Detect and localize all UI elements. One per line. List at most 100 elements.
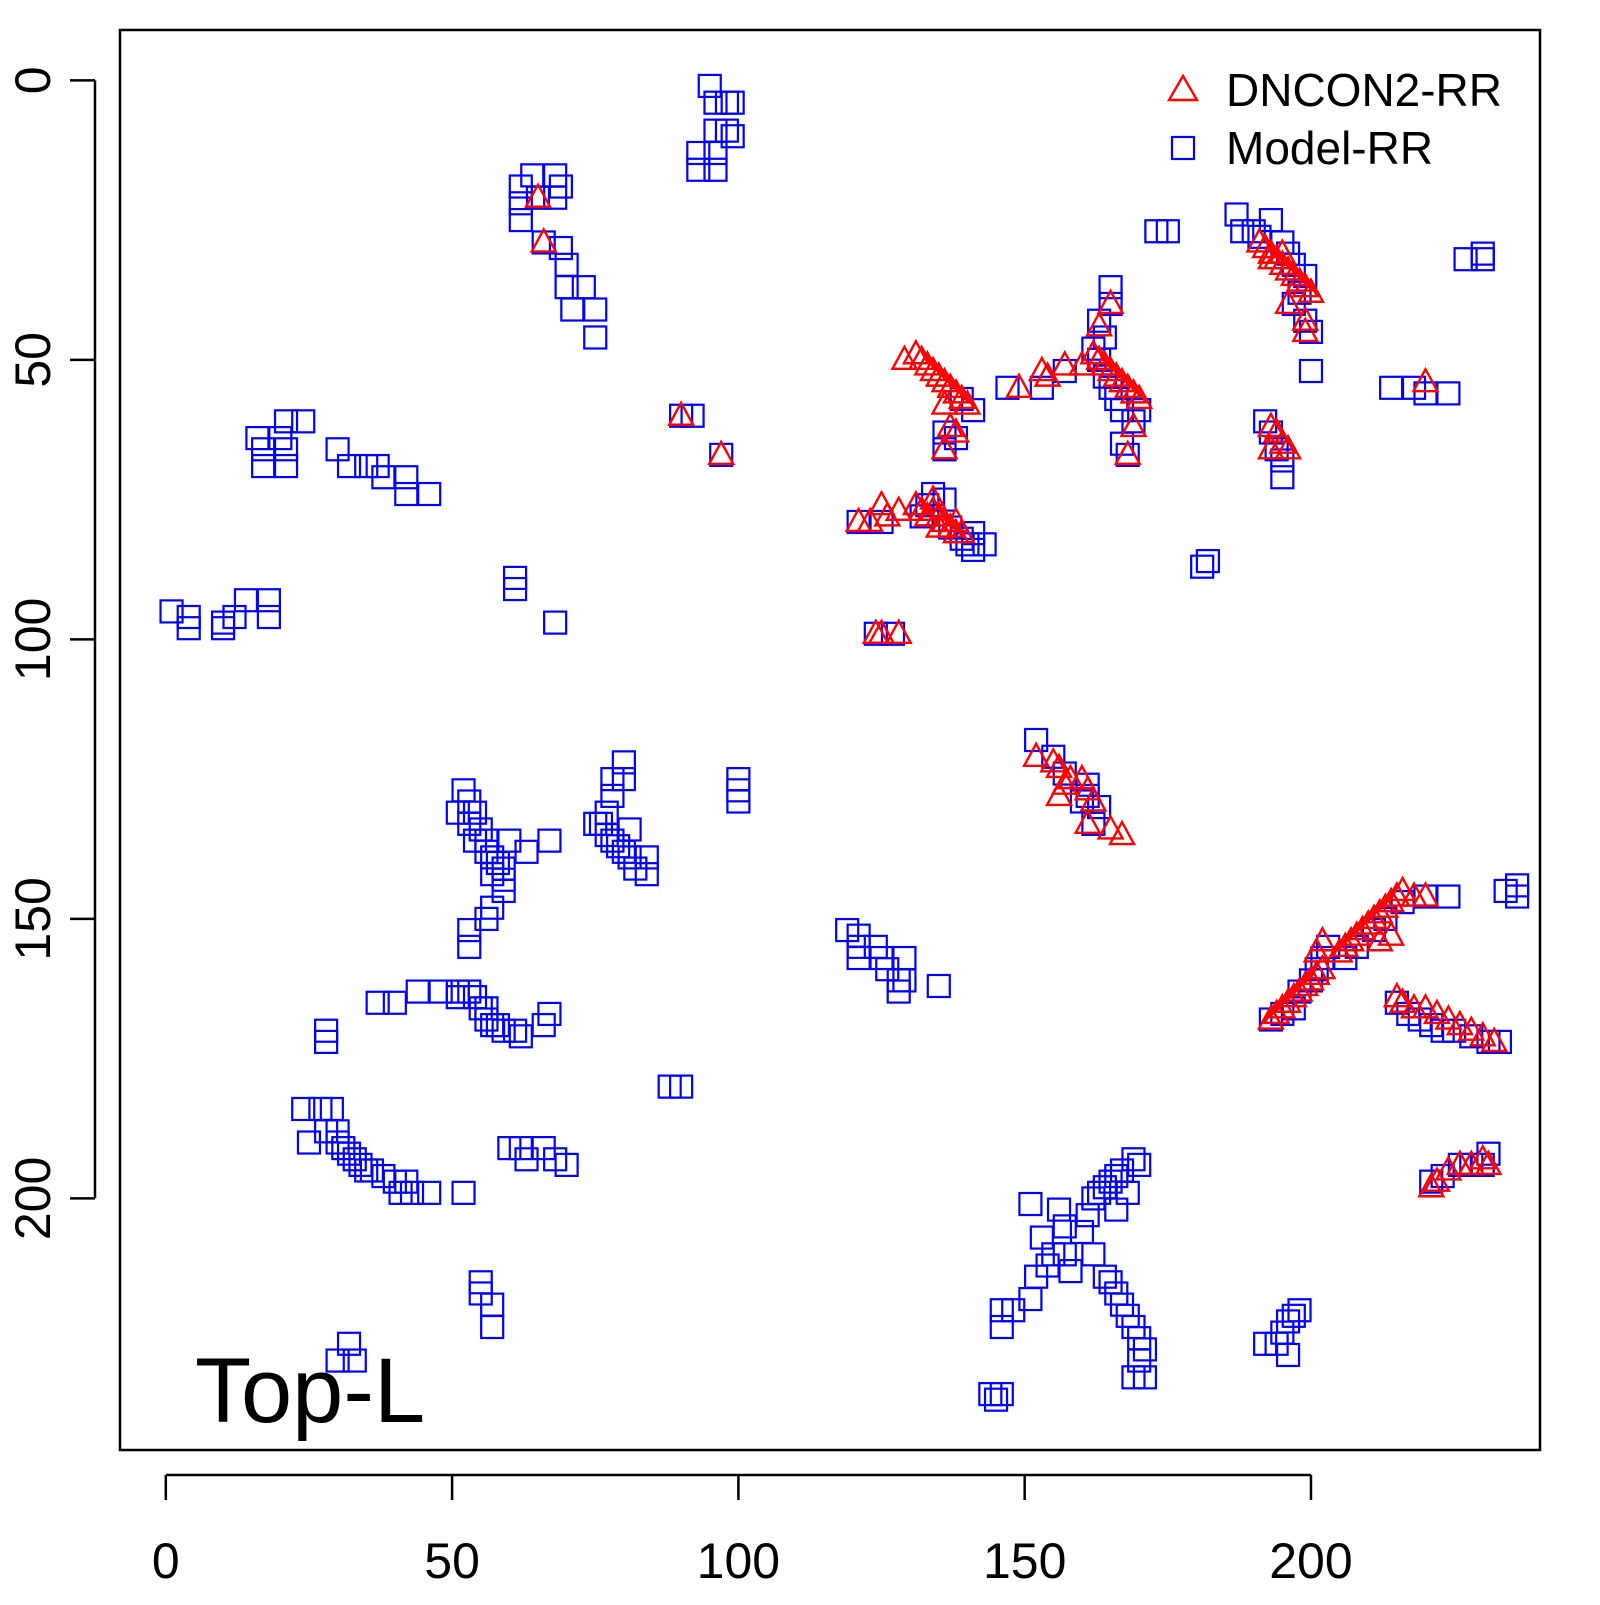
- data-point-square: [989, 1381, 1014, 1407]
- data-point-square: [669, 1074, 694, 1099]
- data-point-square: [1127, 1152, 1152, 1177]
- data-point-square: [1127, 1348, 1152, 1373]
- data-point-triangle: [1279, 260, 1308, 287]
- data-point-square: [703, 157, 728, 182]
- data-point-triangle: [919, 355, 948, 382]
- data-point-square: [1052, 1242, 1077, 1267]
- data-point-square: [1018, 1191, 1043, 1217]
- data-point-triangle: [930, 433, 959, 460]
- data-point-triangle: [1457, 1149, 1486, 1176]
- data-point-square: [1453, 247, 1478, 272]
- data-point-triangle: [924, 500, 953, 527]
- data-point-square: [480, 1314, 505, 1340]
- series-dncon2-rr: [523, 182, 1509, 1198]
- data-point-square: [1270, 465, 1295, 490]
- data-point-triangle: [1468, 1143, 1497, 1170]
- data-point-triangle: [1268, 238, 1297, 264]
- data-point-triangle: [907, 344, 936, 371]
- data-point-triangle: [1022, 741, 1051, 767]
- data-point-square: [1298, 358, 1324, 384]
- data-point-square: [256, 604, 281, 630]
- data-point-square: [1121, 1147, 1146, 1172]
- data-point-square: [428, 979, 453, 1004]
- data-point-square: [314, 1029, 339, 1054]
- data-point-triangle: [1045, 780, 1074, 807]
- data-point-triangle: [1411, 881, 1440, 907]
- data-point-triangle: [707, 439, 736, 466]
- data-point-square: [417, 481, 442, 507]
- data-point-triangle: [1119, 411, 1148, 438]
- x-tick-label: 50: [424, 1533, 480, 1589]
- data-point-square: [1092, 325, 1117, 350]
- data-point-square: [1098, 275, 1123, 300]
- data-point-triangle: [1388, 987, 1417, 1013]
- data-point-square: [1127, 398, 1152, 423]
- data-point-triangle: [1096, 813, 1125, 840]
- y-axis: 0 50 100 150 200: [5, 66, 97, 1240]
- chart-annotation: Top-L: [195, 1340, 425, 1442]
- data-point-triangle: [947, 383, 976, 410]
- data-point-square: [726, 789, 751, 814]
- data-point-triangle: [523, 182, 553, 208]
- data-point-square: [571, 275, 596, 300]
- data-point-square: [720, 124, 745, 149]
- x-tick-label: 150: [983, 1533, 1066, 1589]
- data-point-square: [703, 140, 728, 166]
- data-point-square: [686, 157, 711, 182]
- data-point-triangle: [1245, 226, 1274, 253]
- data-point-square: [554, 1152, 579, 1177]
- data-point-square: [296, 1130, 322, 1155]
- data-point-square: [537, 1001, 562, 1027]
- data-point-square: [502, 1018, 528, 1043]
- data-point-triangle: [1382, 881, 1411, 907]
- data-point-square: [995, 375, 1020, 400]
- data-point-triangle: [1302, 959, 1331, 986]
- data-point-triangle: [667, 400, 696, 426]
- data-point-square: [560, 297, 585, 322]
- data-point-triangle: [1085, 344, 1114, 371]
- data-point-triangle: [1468, 1020, 1497, 1047]
- data-point-square: [1287, 1298, 1312, 1323]
- data-point-triangle: [1004, 372, 1033, 398]
- data-point-triangle: [873, 500, 902, 527]
- data-point-triangle: [1079, 338, 1108, 365]
- data-point-square: [1275, 1342, 1301, 1368]
- data-point-square: [1029, 1225, 1054, 1250]
- data-point-triangle: [529, 226, 558, 253]
- data-point-triangle: [1027, 355, 1056, 382]
- data-point-square: [251, 453, 276, 479]
- data-point-square: [176, 616, 201, 641]
- series-model-rr: [159, 73, 1530, 1412]
- y-tick-label: 150: [5, 877, 61, 960]
- x-tick-label: 100: [697, 1533, 780, 1589]
- data-point-triangle: [901, 489, 930, 516]
- data-point-triangle: [941, 377, 970, 404]
- data-point-square: [273, 453, 299, 479]
- data-point-triangle: [1422, 998, 1451, 1025]
- data-point-square: [926, 973, 951, 999]
- data-point-triangle: [1291, 316, 1320, 343]
- data-point-square: [457, 934, 482, 959]
- data-point-triangle: [884, 618, 913, 644]
- plot-frame: [118, 28, 1542, 1452]
- data-point-square: [388, 1180, 413, 1205]
- data-point-square: [1281, 996, 1306, 1021]
- data-point-triangle: [1119, 377, 1148, 404]
- data-point-square: [291, 409, 316, 434]
- data-point-square: [336, 453, 362, 479]
- data-point-triangle: [1090, 349, 1119, 376]
- data-point-square: [1052, 1214, 1077, 1239]
- data-point-square: [697, 73, 722, 99]
- data-point-triangle: [1079, 785, 1108, 812]
- data-point-triangle: [1113, 439, 1142, 466]
- data-point-square: [886, 979, 911, 1004]
- data-point-square: [291, 1096, 316, 1122]
- data-point-square: [394, 465, 419, 490]
- data-point-triangle: [1434, 1004, 1463, 1030]
- data-point-triangle: [1434, 1154, 1463, 1181]
- data-point-triangle: [1377, 920, 1406, 946]
- data-point-square: [1132, 1365, 1158, 1390]
- data-point-square: [1081, 1242, 1106, 1267]
- legend-label: DNCON2-RR: [1226, 64, 1502, 116]
